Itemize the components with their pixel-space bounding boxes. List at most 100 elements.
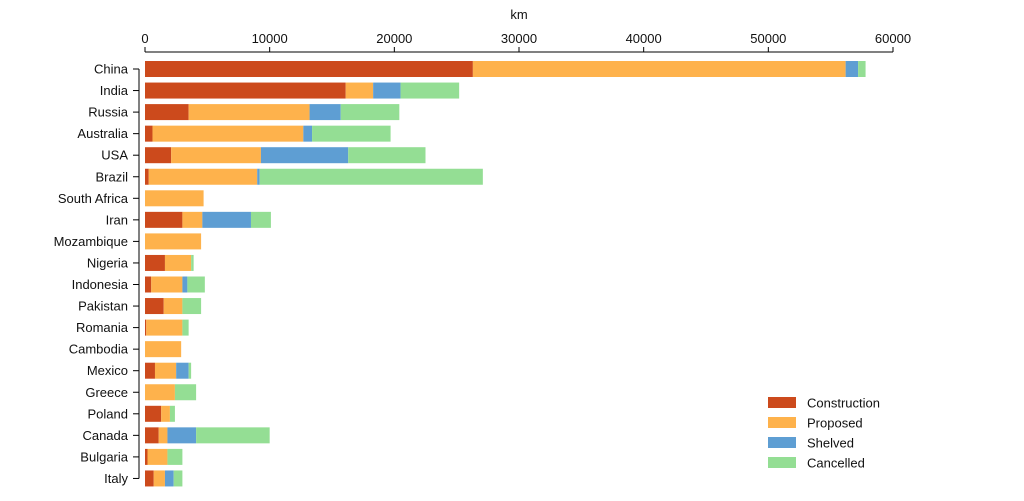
bar-bulgaria-construction — [145, 448, 148, 465]
bar-canada-construction — [145, 427, 159, 444]
bar-indonesia-shelved — [182, 276, 188, 293]
category-label-bulgaria: Bulgaria — [80, 449, 128, 464]
bar-bulgaria-cancelled — [167, 448, 183, 465]
bar-usa-proposed — [171, 147, 261, 164]
bars — [145, 61, 866, 487]
bar-china-proposed — [472, 61, 846, 77]
bar-romania-proposed — [146, 319, 183, 336]
category-label-greece: Greece — [85, 385, 128, 400]
category-label-iran: Iran — [106, 212, 128, 227]
bar-canada-shelved — [167, 427, 197, 444]
bar-pakistan-cancelled — [182, 298, 202, 315]
x-tick-label: 30000 — [501, 31, 537, 46]
bar-brazil-cancelled — [259, 168, 483, 185]
bar-usa-construction — [145, 147, 172, 164]
x-tick-label: 40000 — [626, 31, 662, 46]
bar-russia-construction — [145, 104, 189, 121]
bar-russia-shelved — [309, 104, 341, 121]
category-label-romania: Romania — [76, 320, 129, 335]
bar-russia-cancelled — [340, 104, 400, 121]
bar-indonesia-cancelled — [187, 276, 205, 293]
bar-italy-shelved — [164, 470, 174, 487]
category-label-brazil: Brazil — [95, 169, 128, 184]
category-label-cambodia: Cambodia — [69, 342, 129, 357]
bar-australia-proposed — [152, 125, 304, 142]
bar-brazil-construction — [145, 168, 149, 185]
category-label-italy: Italy — [104, 471, 128, 486]
category-label-poland: Poland — [88, 406, 128, 421]
y-axis: China India Russia Australia USA Brazil South … — [54, 62, 140, 486]
bar-italy-proposed — [153, 470, 165, 487]
bar-indonesia-proposed — [151, 276, 183, 293]
legend-swatch-construction — [768, 397, 796, 408]
category-label-china: China — [94, 62, 129, 77]
bar-cambodia-proposed — [145, 341, 182, 358]
category-label-indonesia: Indonesia — [72, 277, 129, 292]
bar-iran-shelved — [202, 211, 251, 228]
legend-label-cancelled: Cancelled — [807, 456, 865, 471]
x-axis: 0 10000 20000 30000 40000 50000 60000 — [141, 31, 911, 53]
bar-china-shelved — [845, 61, 859, 77]
bar-bulgaria-proposed — [147, 448, 168, 465]
bar-romania-construction — [145, 319, 147, 336]
bar-brazil-shelved — [257, 168, 260, 185]
bar-nigeria-construction — [145, 254, 165, 271]
bar-usa-shelved — [260, 147, 349, 164]
bar-south-africa-proposed — [145, 190, 204, 207]
bar-poland-construction — [145, 405, 162, 422]
bar-iran-proposed — [182, 211, 203, 228]
legend-swatch-cancelled — [768, 457, 796, 468]
category-label-usa: USA — [101, 148, 128, 163]
bar-pakistan-proposed — [163, 298, 183, 315]
x-tick-label: 10000 — [252, 31, 288, 46]
bar-mexico-proposed — [154, 362, 177, 379]
bar-poland-proposed — [161, 405, 170, 422]
bar-nigeria-cancelled — [191, 254, 194, 271]
bar-india-shelved — [373, 82, 401, 99]
bar-italy-cancelled — [173, 470, 183, 487]
category-label-south-africa: South Africa — [58, 191, 129, 206]
category-label-mexico: Mexico — [87, 363, 128, 378]
bar-usa-cancelled — [348, 147, 426, 164]
category-label-canada: Canada — [82, 428, 128, 443]
legend-label-shelved: Shelved — [807, 436, 854, 451]
x-tick-label: 20000 — [376, 31, 412, 46]
bar-russia-proposed — [188, 104, 310, 121]
category-label-mozambique: Mozambique — [54, 234, 128, 249]
category-label-nigeria: Nigeria — [87, 255, 129, 270]
bar-mexico-construction — [145, 362, 155, 379]
bar-canada-proposed — [158, 427, 168, 444]
bar-mexico-cancelled — [188, 362, 192, 379]
bar-australia-construction — [145, 125, 153, 142]
category-label-india: India — [100, 83, 129, 98]
bar-china-construction — [145, 61, 473, 77]
bar-iran-cancelled — [250, 211, 271, 228]
x-tick-label: 0 — [141, 31, 148, 46]
legend-label-proposed: Proposed — [807, 416, 863, 431]
bar-india-cancelled — [400, 82, 460, 99]
category-label-pakistan: Pakistan — [78, 299, 128, 314]
bar-nigeria-proposed — [164, 254, 192, 271]
bar-brazil-proposed — [148, 168, 258, 185]
bar-mexico-shelved — [176, 362, 189, 379]
bar-indonesia-construction — [145, 276, 152, 293]
bar-romania-cancelled — [182, 319, 189, 336]
bar-canada-cancelled — [196, 427, 270, 444]
legend-swatch-proposed — [768, 417, 796, 428]
bar-italy-construction — [145, 470, 154, 487]
bar-iran-construction — [145, 211, 183, 228]
legend-label-construction: Construction — [807, 396, 880, 411]
bar-india-construction — [145, 82, 346, 99]
legend-swatch-shelved — [768, 437, 796, 448]
bar-greece-proposed — [145, 384, 175, 401]
category-label-russia: Russia — [88, 105, 129, 120]
x-tick-label: 60000 — [875, 31, 911, 46]
legend: Construction Proposed Shelved Cancelled — [768, 396, 880, 471]
bar-poland-cancelled — [169, 405, 175, 422]
bar-greece-cancelled — [174, 384, 197, 401]
bar-australia-cancelled — [312, 125, 391, 142]
bar-mozambique-proposed — [145, 233, 202, 250]
bar-pakistan-construction — [145, 298, 164, 315]
x-axis-title: km — [510, 7, 527, 22]
